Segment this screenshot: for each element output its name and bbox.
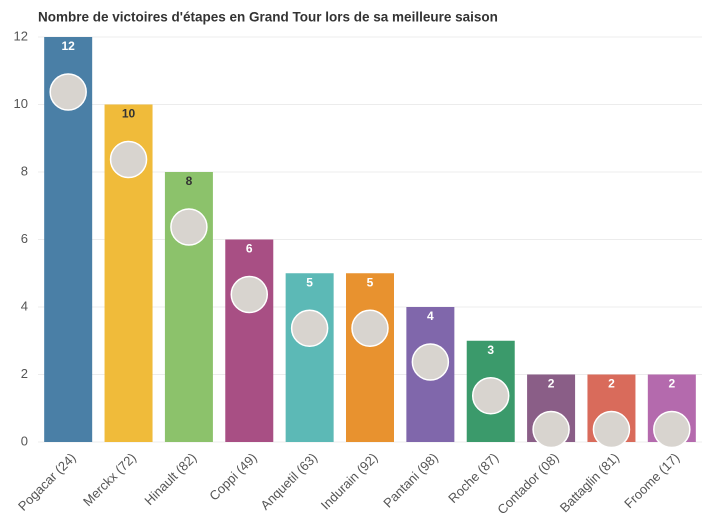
x-tick-label: Roche (87)	[445, 450, 501, 506]
bar	[225, 239, 274, 442]
value-label: 10	[122, 107, 136, 121]
x-tick-label: Pogacar (24)	[15, 450, 79, 514]
value-label: 6	[246, 242, 253, 256]
rider-photo	[411, 343, 450, 381]
rider-photo	[170, 208, 208, 246]
x-tick-label: Hinault (82)	[141, 450, 199, 508]
rider-photo	[290, 309, 329, 347]
y-tick-label: 2	[21, 366, 28, 381]
bar	[346, 273, 394, 442]
x-tick-label: Pantani (98)	[380, 450, 441, 511]
y-tick-label: 8	[21, 163, 28, 178]
value-label: 4	[427, 309, 434, 323]
value-label: 2	[668, 377, 675, 391]
value-label: 5	[367, 275, 374, 289]
y-tick-label: 6	[21, 231, 28, 246]
rider-photo	[592, 410, 631, 449]
rider-photo	[471, 377, 510, 415]
value-label: 2	[548, 377, 555, 391]
x-tick-label: Froome (17)	[621, 450, 682, 511]
value-label: 5	[306, 275, 313, 289]
rider-photo	[230, 275, 269, 314]
x-tick-label: Contador (08)	[494, 450, 561, 517]
rider-photo	[109, 140, 148, 179]
y-tick-label: 0	[21, 433, 28, 448]
y-tick-label: 4	[21, 298, 28, 313]
x-tick-label: Battaglin (81)	[557, 450, 622, 515]
bar	[285, 273, 334, 442]
x-tick-label: Anquetil (63)	[257, 450, 320, 513]
rider-photo	[351, 309, 389, 347]
rider-photo	[532, 410, 570, 449]
value-label: 3	[487, 343, 494, 357]
x-tick-label: Coppi (49)	[206, 450, 260, 504]
value-label: 8	[186, 174, 193, 188]
y-tick-label: 12	[14, 28, 28, 43]
chart-title: Nombre de victoires d'étapes en Grand To…	[38, 10, 498, 25]
value-label: 12	[62, 39, 76, 53]
x-tick-label: Indurain (92)	[318, 450, 381, 513]
rider-photo	[653, 410, 691, 449]
x-tick-label: Merckx (72)	[80, 450, 139, 509]
value-label: 2	[608, 377, 615, 391]
y-tick-label: 10	[14, 96, 28, 111]
rider-photo	[49, 73, 87, 111]
